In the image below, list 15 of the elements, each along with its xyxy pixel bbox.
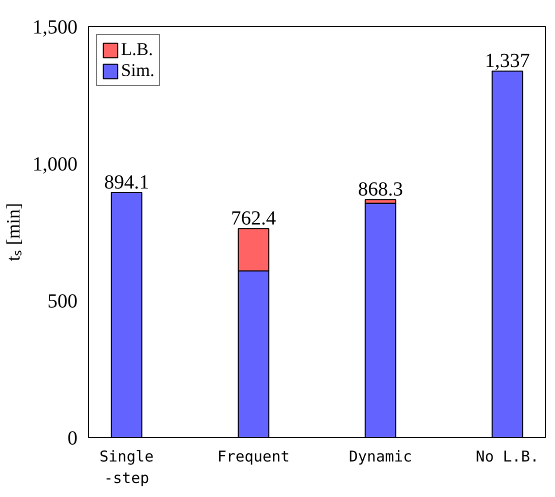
x-tick-label: Single -step: [99, 448, 154, 488]
x-tick-label: No L.B.: [476, 448, 540, 466]
y-tick-label: 1,500: [32, 16, 78, 38]
y-axis-title: tₛ [min]: [4, 202, 24, 262]
x-tick-label: Frequent: [217, 448, 290, 466]
legend-label: L.B.: [121, 39, 154, 60]
total-label: 868.3: [358, 178, 403, 201]
legend-label: Sim.: [121, 60, 155, 81]
total-label: 762.4: [231, 208, 276, 230]
y-tick-label: 1,000: [32, 154, 78, 176]
y-tick-label: 0: [68, 428, 78, 450]
y-tick-label: 500: [48, 290, 78, 312]
total-label: 894.1: [104, 172, 150, 194]
x-tick-label: Dynamic: [348, 448, 412, 466]
total-label: 1,337: [484, 50, 530, 72]
